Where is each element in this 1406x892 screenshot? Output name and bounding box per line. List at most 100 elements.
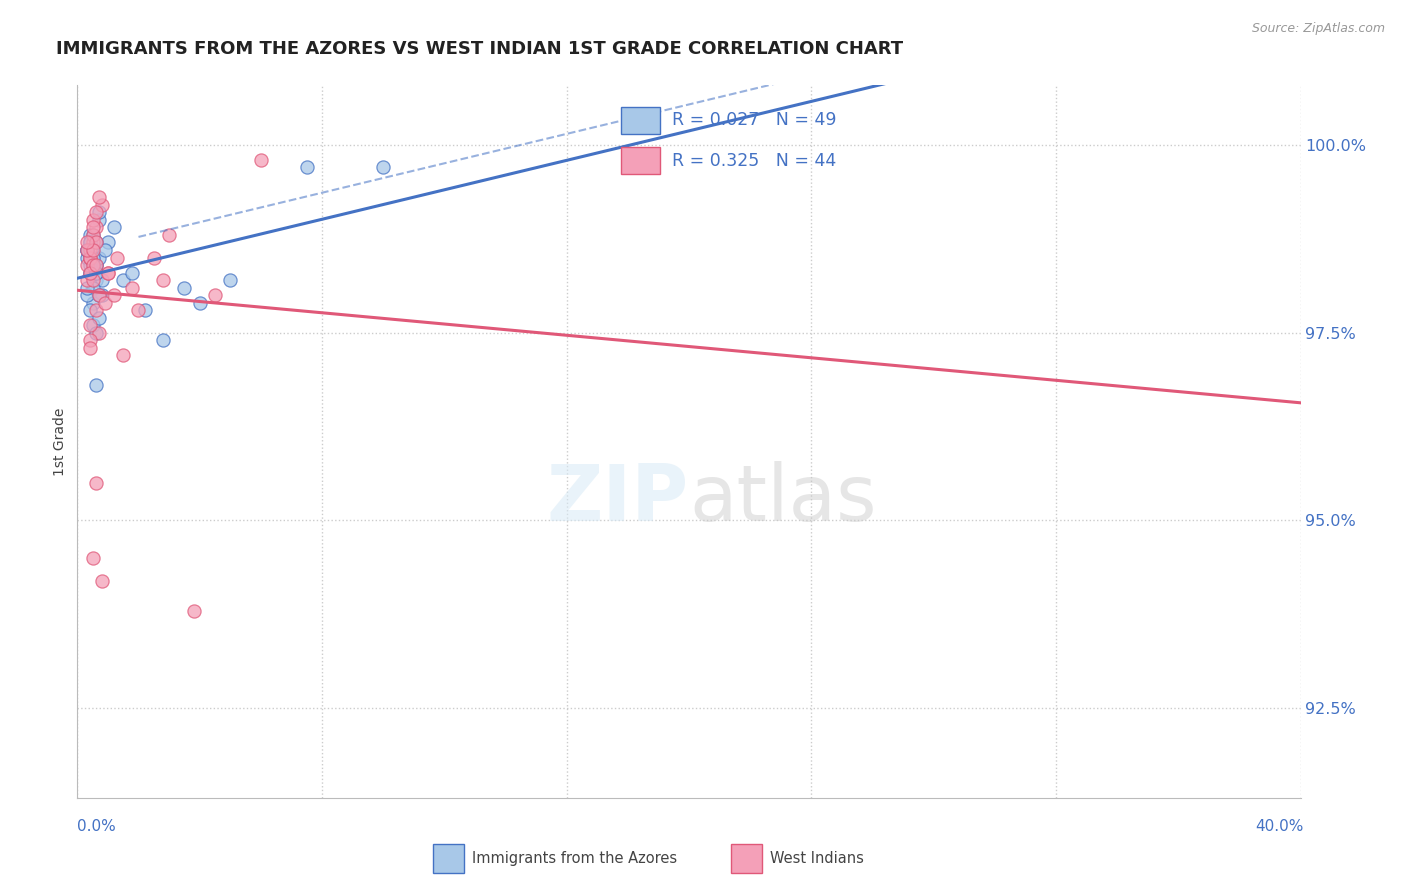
Point — [76, 243, 98, 257]
Point — [250, 153, 273, 167]
Point — [121, 280, 143, 294]
Point — [90, 198, 112, 212]
Point — [82, 295, 104, 310]
Point — [76, 235, 98, 250]
Point — [121, 266, 143, 280]
Point — [84, 235, 107, 250]
Point — [152, 273, 174, 287]
Point — [87, 251, 110, 265]
Bar — [433, 844, 464, 873]
Point — [82, 551, 104, 566]
Bar — [620, 107, 659, 134]
Point — [87, 326, 110, 340]
Point — [105, 251, 128, 265]
Point — [84, 378, 107, 392]
Point — [90, 288, 112, 302]
Point — [84, 220, 107, 235]
Point — [84, 266, 107, 280]
Point — [94, 295, 117, 310]
Text: Immigrants from the Azores: Immigrants from the Azores — [472, 851, 678, 866]
Point — [82, 318, 104, 332]
Point — [84, 273, 107, 287]
Point — [79, 251, 101, 265]
Point — [219, 273, 242, 287]
Point — [79, 303, 101, 318]
Point — [82, 227, 104, 242]
Point — [76, 243, 98, 257]
Point — [79, 227, 101, 242]
Point — [188, 295, 211, 310]
Point — [76, 243, 98, 257]
Point — [87, 288, 110, 302]
Point — [79, 243, 101, 257]
Y-axis label: 1st Grade: 1st Grade — [53, 408, 67, 475]
Point — [82, 258, 104, 272]
Point — [103, 220, 125, 235]
Point — [76, 280, 98, 294]
Text: West Indians: West Indians — [770, 851, 865, 866]
Point — [79, 266, 101, 280]
Point — [97, 266, 120, 280]
Point — [87, 288, 110, 302]
Point — [97, 266, 120, 280]
Text: R = 0.027   N = 49: R = 0.027 N = 49 — [672, 112, 837, 129]
Point — [82, 243, 104, 257]
Point — [152, 333, 174, 347]
Point — [79, 258, 101, 272]
Point — [82, 243, 104, 257]
Point — [90, 273, 112, 287]
Point — [79, 341, 101, 355]
Point — [128, 303, 150, 318]
Point — [134, 303, 156, 318]
Text: Source: ZipAtlas.com: Source: ZipAtlas.com — [1251, 22, 1385, 36]
Point — [82, 280, 104, 294]
Point — [82, 213, 104, 227]
Point — [76, 273, 98, 287]
Point — [82, 273, 104, 287]
Point — [79, 333, 101, 347]
Point — [84, 326, 107, 340]
Point — [82, 251, 104, 265]
Bar — [620, 147, 659, 175]
Text: 40.0%: 40.0% — [1256, 820, 1303, 834]
Point — [84, 258, 107, 272]
Point — [84, 303, 107, 318]
Point — [79, 235, 101, 250]
Point — [84, 258, 107, 272]
Point — [112, 348, 135, 362]
Text: IMMIGRANTS FROM THE AZORES VS WEST INDIAN 1ST GRADE CORRELATION CHART: IMMIGRANTS FROM THE AZORES VS WEST INDIA… — [56, 40, 904, 58]
Point — [82, 235, 104, 250]
Text: atlas: atlas — [689, 460, 876, 537]
Point — [82, 251, 104, 265]
Point — [87, 310, 110, 325]
Point — [76, 251, 98, 265]
Point — [183, 603, 205, 617]
Point — [87, 190, 110, 204]
Point — [79, 251, 101, 265]
Point — [173, 280, 195, 294]
Point — [84, 205, 107, 219]
Point — [84, 258, 107, 272]
Point — [84, 266, 107, 280]
Point — [79, 235, 101, 250]
Point — [79, 251, 101, 265]
Point — [79, 318, 101, 332]
Point — [87, 205, 110, 219]
Point — [79, 266, 101, 280]
Point — [84, 235, 107, 250]
Point — [76, 258, 98, 272]
Point — [112, 273, 135, 287]
Text: ZIP: ZIP — [547, 460, 689, 537]
Point — [82, 220, 104, 235]
Point — [103, 288, 125, 302]
Point — [371, 161, 394, 175]
Point — [84, 475, 107, 490]
Point — [90, 574, 112, 588]
Point — [204, 288, 226, 302]
Point — [97, 235, 120, 250]
Point — [142, 251, 165, 265]
Point — [295, 161, 318, 175]
Point — [157, 227, 180, 242]
Point — [76, 288, 98, 302]
Bar — [731, 844, 762, 873]
